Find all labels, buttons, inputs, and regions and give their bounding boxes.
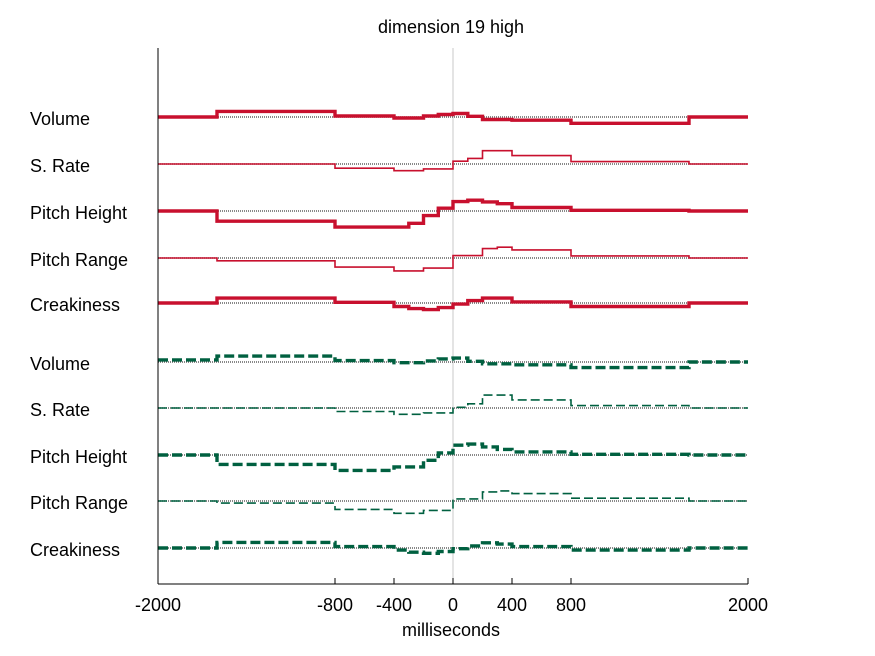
series-line-pitch-height-red [158, 198, 748, 229]
series-line-pitch-height-green [158, 442, 748, 473]
chart-title: dimension 19 high [378, 17, 524, 37]
series-line-volume-green [158, 354, 748, 370]
series-line-pitch-range-green [158, 490, 748, 515]
row-label: Creakiness [30, 295, 120, 315]
row-label: S. Rate [30, 156, 90, 176]
x-tick-label: -400 [376, 595, 412, 615]
x-axis-label: milliseconds [402, 620, 500, 640]
x-tick-label: -2000 [135, 595, 181, 615]
plot-area [158, 48, 748, 584]
series-line-volume-red [158, 109, 748, 125]
row-label: Creakiness [30, 540, 120, 560]
x-tick-label: 0 [448, 595, 458, 615]
row-label: Pitch Range [30, 250, 128, 270]
x-axis: -2000 -800 -400 0 400 800 2000 [135, 48, 768, 615]
x-tick-label: -800 [317, 595, 353, 615]
row-label: S. Rate [30, 400, 90, 420]
x-tick-label: 800 [556, 595, 586, 615]
row-label: Volume [30, 109, 90, 129]
row-label: Pitch Height [30, 447, 127, 467]
series-line-s-rate-red [158, 149, 748, 172]
series-line-creakiness-green [158, 540, 748, 555]
series-line-creakiness-red [158, 296, 748, 312]
row-label: Volume [30, 354, 90, 374]
row-label: Pitch Range [30, 493, 128, 513]
row-label: Pitch Height [30, 203, 127, 223]
row-labels: Volume S. Rate Pitch Height Pitch Range Crea… [30, 109, 128, 560]
series-line-s-rate-green [158, 394, 748, 416]
x-tick-label: 2000 [728, 595, 768, 615]
x-tick-label: 400 [497, 595, 527, 615]
series-line-pitch-range-red [158, 246, 748, 272]
